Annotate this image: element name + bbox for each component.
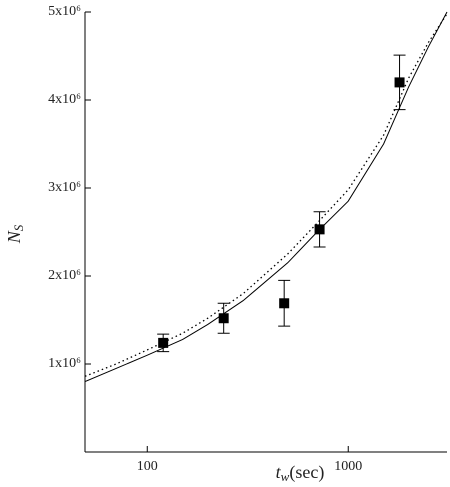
data-point	[279, 298, 290, 309]
y-tick-label: 5x10⁶	[48, 4, 81, 19]
y-tick-label: 2x10⁶	[48, 268, 81, 283]
y-label-main: N	[4, 230, 24, 244]
fit-line	[84, 11, 448, 383]
x-label-sub: w	[281, 469, 290, 484]
y-label-sub: S	[11, 224, 26, 231]
fit-line	[84, 13, 448, 377]
x-label-unit: (sec)	[289, 462, 324, 483]
x-label-main: t	[276, 462, 282, 482]
x-label: tw(sec)	[276, 462, 325, 484]
data-point	[218, 313, 229, 324]
x-tick-label: 100	[137, 459, 158, 474]
y-label: NS	[4, 224, 26, 244]
y-tick-label: 3x10⁶	[48, 180, 81, 195]
x-tick-label: 1000	[334, 459, 362, 474]
y-tick-label: 4x10⁶	[48, 92, 81, 107]
y-tick-label: 1x10⁶	[48, 356, 81, 371]
data-point	[394, 77, 405, 88]
data-point	[158, 337, 169, 348]
